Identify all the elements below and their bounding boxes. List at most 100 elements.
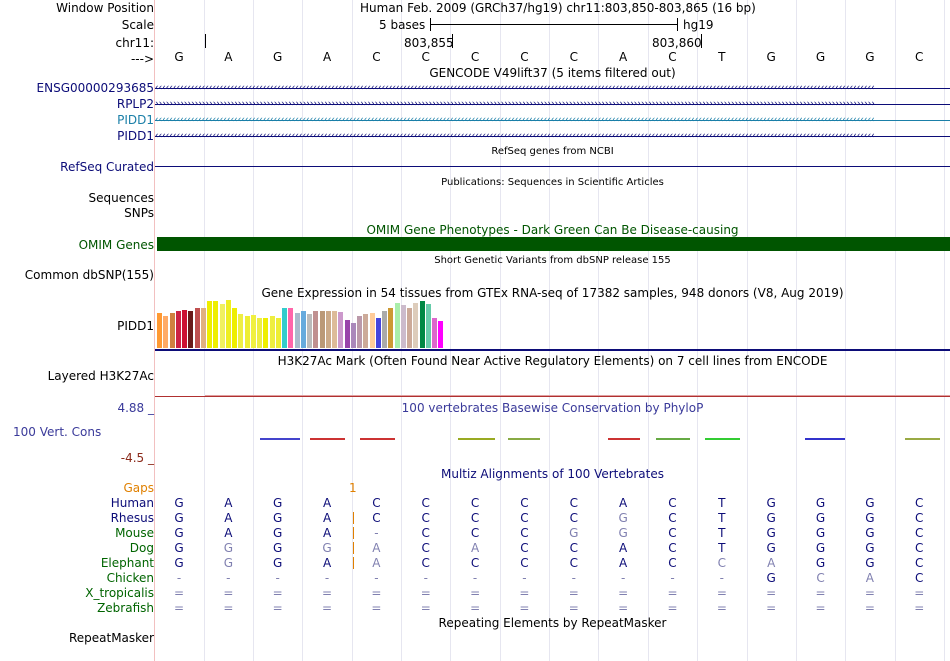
gtex-tissue-bar[interactable] [357, 316, 362, 348]
gtex-tissue-bar[interactable] [376, 318, 381, 348]
species-label[interactable]: X_tropicalis [85, 586, 154, 600]
gtex-tissue-bar[interactable] [276, 318, 281, 348]
refseq-gene-line[interactable] [155, 166, 950, 167]
gtex-tissue-bar[interactable] [438, 321, 443, 348]
gtex-tissue-bar[interactable] [201, 308, 206, 348]
h3k27-label[interactable]: Layered H3K27Ac [47, 369, 154, 383]
gtex-tissue-bar[interactable] [420, 301, 425, 348]
species-label[interactable]: Zebrafish [97, 601, 154, 615]
gtex-tissue-bar[interactable] [282, 308, 287, 348]
gtex-tissue-bar[interactable] [407, 308, 412, 348]
gtex-tissue-bar[interactable] [413, 303, 418, 348]
rmsk-title[interactable]: Repeating Elements by RepeatMasker [438, 616, 667, 630]
gtex-tissue-bar[interactable] [338, 312, 343, 348]
gtex-tissue-bar[interactable] [401, 305, 406, 348]
species-label[interactable]: Rhesus [110, 511, 154, 525]
gencode-gene-feature[interactable]: ‹‹‹‹‹‹‹‹‹‹‹‹‹‹‹‹‹‹‹‹‹‹‹‹‹‹‹‹‹‹‹‹‹‹‹‹‹‹‹‹… [155, 129, 950, 143]
rmsk-label[interactable]: RepeatMasker [68, 631, 154, 645]
h3k27-signal[interactable] [155, 396, 950, 397]
gtex-tissue-bar[interactable] [251, 315, 256, 348]
gtex-tissue-bar[interactable] [245, 316, 250, 348]
phylop-score-segment[interactable] [360, 438, 395, 440]
gtex-tissue-bar[interactable] [188, 311, 193, 348]
omim-title[interactable]: OMIM Gene Phenotypes - Dark Green Can Be… [366, 223, 739, 237]
gencode-gene-label[interactable]: RPLP2 [116, 97, 154, 111]
phylop-score-segment[interactable] [260, 438, 300, 440]
h3k27-title[interactable]: H3K27Ac Mark (Often Found Near Active Re… [277, 354, 828, 368]
gtex-tissue-bar[interactable] [432, 318, 437, 348]
omim-label[interactable]: OMIM Genes [78, 238, 154, 252]
gencode-gene-feature[interactable]: ››››››››››››››››››››››››››››››››››››››››… [155, 97, 950, 111]
gtex-tissue-bar[interactable] [170, 313, 175, 348]
species-label[interactable]: Dog [129, 541, 154, 555]
gtex-tissue-bar[interactable] [288, 308, 293, 348]
gtex-tissue-bar[interactable] [207, 301, 212, 348]
gtex-tissue-bar[interactable] [195, 308, 200, 348]
phylop-score-segment[interactable] [705, 438, 740, 440]
species-label[interactable]: Elephant [100, 556, 154, 570]
gaps-label[interactable]: Gaps [123, 481, 154, 495]
gtex-tissue-bar[interactable] [232, 308, 237, 348]
gtex-tissue-bar[interactable] [295, 313, 300, 348]
gtex-tissue-bar[interactable] [351, 323, 356, 348]
alignment-base: G [766, 571, 776, 585]
dbsnp-title[interactable]: Short Genetic Variants from dbSNP releas… [434, 255, 671, 266]
gtex-tissue-bar[interactable] [220, 304, 225, 348]
species-label[interactable]: Human [110, 496, 154, 510]
omim-feature-bar[interactable] [157, 237, 950, 251]
scale-assembly: hg19 [683, 18, 714, 32]
gtex-tissue-bar[interactable] [363, 314, 368, 348]
gtex-tissue-bar[interactable] [370, 313, 375, 348]
gtex-tissue-bar[interactable] [382, 311, 387, 348]
gtex-title[interactable]: Gene Expression in 54 tissues from GTEx … [261, 286, 844, 300]
gtex-tissue-bar[interactable] [332, 311, 337, 348]
gtex-tissue-bar[interactable] [320, 311, 325, 348]
gtex-tissue-bar[interactable] [326, 311, 331, 348]
multiz-title[interactable]: Multiz Alignments of 100 Vertebrates [440, 467, 665, 481]
gencode-gene-label[interactable]: ENSG00000293685 [36, 81, 154, 95]
phylop-label[interactable]: 100 Vert. Cons [13, 425, 102, 439]
phylop-score-segment[interactable] [805, 438, 845, 440]
gtex-tissue-bar[interactable] [257, 318, 262, 348]
gtex-tissue-bar[interactable] [226, 300, 231, 348]
pubs-label-snps[interactable]: SNPs [124, 206, 154, 220]
gtex-tissue-bar[interactable] [157, 313, 162, 348]
pubs-label-sequences[interactable]: Sequences [88, 191, 154, 205]
gtex-label[interactable]: PIDD1 [117, 319, 154, 333]
gtex-tissue-bar[interactable] [388, 308, 393, 348]
gtex-tissue-bar[interactable] [426, 304, 431, 348]
window-position-value[interactable]: Human Feb. 2009 (GRCh37/hg19) chr11:803,… [360, 1, 756, 15]
phylop-score-segment[interactable] [508, 438, 540, 440]
gtex-gene-line[interactable] [155, 349, 950, 351]
refseq-label[interactable]: RefSeq Curated [60, 160, 154, 174]
phylop-score-segment[interactable] [310, 438, 345, 440]
gencode-gene-label[interactable]: PIDD1 [117, 129, 154, 143]
gtex-bar-chart[interactable] [157, 299, 557, 348]
gencode-gene-feature[interactable]: ‹‹‹‹‹‹‹‹‹‹‹‹‹‹‹‹‹‹‹‹‹‹‹‹‹‹‹‹‹‹‹‹‹‹‹‹‹‹‹‹… [155, 81, 950, 95]
gtex-tissue-bar[interactable] [163, 316, 168, 348]
gencode-gene-label[interactable]: PIDD1 [117, 113, 154, 127]
dbsnp-label[interactable]: Common dbSNP(155) [24, 268, 154, 282]
phylop-score-segment[interactable] [905, 438, 940, 440]
gtex-tissue-bar[interactable] [213, 301, 218, 348]
gtex-tissue-bar[interactable] [345, 320, 350, 348]
pubs-title[interactable]: Publications: Sequences in Scientific Ar… [441, 177, 664, 188]
species-label[interactable]: Mouse [115, 526, 154, 540]
gtex-tissue-bar[interactable] [263, 318, 268, 348]
gtex-tissue-bar[interactable] [176, 311, 181, 348]
phylop-score-segment[interactable] [656, 438, 690, 440]
phylop-score-segment[interactable] [458, 438, 495, 440]
gtex-tissue-bar[interactable] [238, 314, 243, 348]
species-label[interactable]: Chicken [106, 571, 154, 585]
gtex-tissue-bar[interactable] [301, 311, 306, 348]
gencode-title[interactable]: GENCODE V49lift37 (5 items filtered out) [429, 66, 676, 80]
refseq-title[interactable]: RefSeq genes from NCBI [491, 146, 614, 157]
gtex-tissue-bar[interactable] [313, 311, 318, 348]
gtex-tissue-bar[interactable] [395, 303, 400, 348]
gencode-gene-feature[interactable]: ‹‹‹‹‹‹‹‹‹‹‹‹‹‹‹‹‹‹‹‹‹‹‹‹‹‹‹‹‹‹‹‹‹‹‹‹‹‹‹‹… [155, 113, 950, 127]
phylop-title[interactable]: 100 vertebrates Basewise Conservation by… [401, 401, 704, 415]
phylop-score-segment[interactable] [608, 438, 640, 440]
gtex-tissue-bar[interactable] [182, 310, 187, 348]
gtex-tissue-bar[interactable] [270, 316, 275, 348]
gtex-tissue-bar[interactable] [307, 314, 312, 348]
